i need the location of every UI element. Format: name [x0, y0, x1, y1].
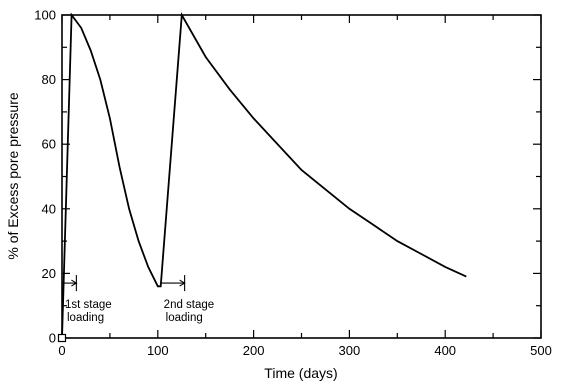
y-tick-label-100: 100: [34, 8, 56, 23]
y-tick-label-40: 40: [42, 201, 56, 216]
y-axis-title: % of Excess pore pressure: [5, 92, 21, 260]
y-tick-label-20: 20: [42, 266, 56, 281]
y-tick-label-0: 0: [49, 331, 56, 346]
y-tick-label-80: 80: [42, 72, 56, 87]
y-tick-label-60: 60: [42, 137, 56, 152]
x-axis-title: Time (days): [264, 365, 337, 381]
x-tick-label-0: 0: [58, 343, 65, 358]
plot-frame: [61, 14, 542, 339]
x-tick-label-300: 300: [339, 343, 361, 358]
axis-ticks: [61, 14, 542, 339]
origin-marker: [57, 333, 67, 343]
x-tick-label-500: 500: [530, 343, 552, 358]
annotation-1-line2: loading: [67, 312, 104, 324]
annotation-2-arrow: [179, 279, 186, 287]
annotation-1-line1: 1st stage: [65, 299, 112, 311]
x-tick-label-400: 400: [434, 343, 456, 358]
annotation-2-line2: loading: [166, 312, 203, 324]
x-tick-label-100: 100: [147, 343, 169, 358]
annotation-2-line1: 2nd stage: [164, 299, 215, 311]
axis-tick-labels: 0 100 200 300 400 500 0 20 40 60 80 100: [34, 8, 552, 359]
x-tick-label-200: 200: [243, 343, 265, 358]
pore-pressure-curve: [61, 12, 467, 339]
annotation-1-arrow: [71, 279, 78, 287]
